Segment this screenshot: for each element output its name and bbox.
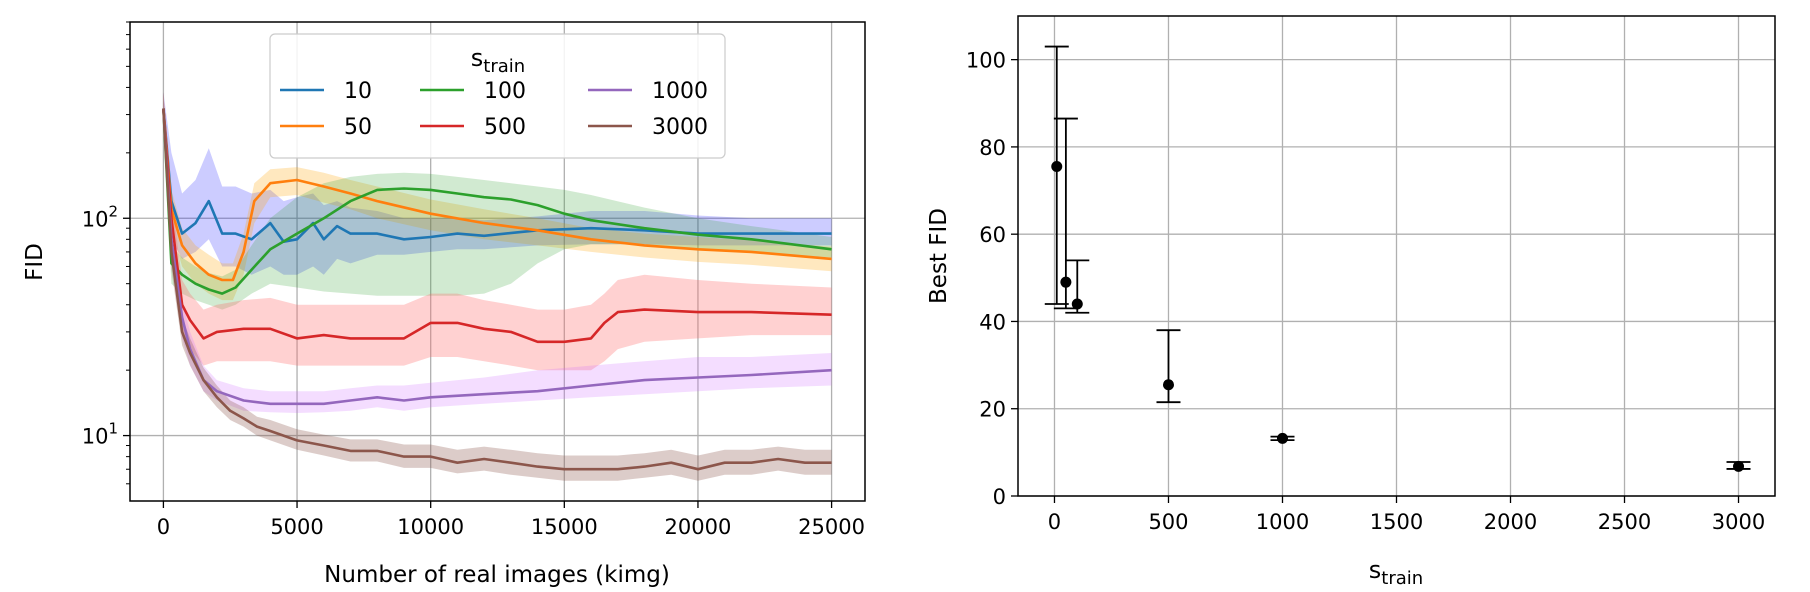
data-point bbox=[1162, 379, 1174, 391]
x-tick-label: 2500 bbox=[1598, 510, 1651, 534]
error-bar-point bbox=[1156, 329, 1181, 404]
y-tick-label: 20 bbox=[979, 398, 1006, 422]
error-bar-point bbox=[1044, 45, 1069, 305]
x-tick-label: 20000 bbox=[665, 515, 732, 539]
error-bar-point bbox=[1270, 432, 1295, 444]
legend-label-50: 50 bbox=[344, 115, 372, 140]
x-tick-label: 25000 bbox=[798, 515, 865, 539]
x-tick-label: 5000 bbox=[270, 515, 323, 539]
x-tick-label: 500 bbox=[1148, 510, 1188, 534]
y-axis-label: FID bbox=[22, 243, 48, 281]
x-tick-label: 10000 bbox=[397, 515, 464, 539]
band-100 bbox=[163, 92, 832, 310]
x-tick-label: 2000 bbox=[1484, 510, 1537, 534]
x-tick-label: 0 bbox=[1048, 510, 1061, 534]
x-tick-label: 0 bbox=[157, 515, 170, 539]
plot-frame bbox=[129, 21, 866, 502]
x-tick-label: 3000 bbox=[1712, 510, 1765, 534]
series-line-100 bbox=[162, 108, 832, 295]
x-axis-label: strain bbox=[1369, 556, 1423, 589]
series-line-500 bbox=[162, 108, 832, 344]
y-tick-label: 60 bbox=[979, 223, 1006, 247]
legend: strain 10 50 100 500 1000 3000 bbox=[269, 33, 726, 159]
y-tick-label: 40 bbox=[979, 310, 1006, 334]
legend-label-10: 10 bbox=[344, 79, 372, 104]
series-line-50 bbox=[162, 108, 832, 282]
x-tick-label: 1500 bbox=[1370, 510, 1423, 534]
x-tick-label: 1000 bbox=[1256, 510, 1309, 534]
data-point bbox=[1051, 161, 1063, 173]
band-500 bbox=[163, 92, 832, 371]
y-tick-label: 101 bbox=[82, 420, 118, 449]
x-axis-label: Number of real images (kimg) bbox=[324, 562, 670, 588]
fid-curve-chart: 0 5000 10000 15000 20000 25000 101 102 Number o… bbox=[22, 21, 866, 588]
band-10 bbox=[163, 92, 832, 275]
data-point bbox=[1733, 460, 1745, 472]
y-tick-label: 100 bbox=[966, 49, 1006, 73]
data-point bbox=[1060, 276, 1072, 288]
y-tick-label: 0 bbox=[993, 485, 1006, 509]
legend-title: strain bbox=[471, 44, 525, 77]
legend-label-3000: 3000 bbox=[652, 115, 708, 140]
data-point bbox=[1276, 432, 1288, 444]
legend-label-1000: 1000 bbox=[652, 79, 708, 104]
legend-label-500: 500 bbox=[484, 115, 526, 140]
series-line-10 bbox=[162, 108, 832, 243]
data-point bbox=[1071, 298, 1083, 310]
y-axis-label: Best FID bbox=[926, 208, 952, 304]
band-1000 bbox=[163, 92, 832, 414]
error-bar-point bbox=[1726, 460, 1751, 472]
y-tick-label: 80 bbox=[979, 136, 1006, 160]
error-bar-point bbox=[1053, 117, 1078, 310]
series-line-3000 bbox=[162, 108, 832, 471]
error-bar-point bbox=[1065, 259, 1090, 314]
y-tick-label: 102 bbox=[82, 202, 118, 231]
x-tick-label: 15000 bbox=[531, 515, 598, 539]
legend-label-100: 100 bbox=[484, 79, 526, 104]
best-fid-chart: 0 500 1000 1500 2000 2500 3000 0 20 40 60 80 100 str… bbox=[926, 15, 1776, 589]
